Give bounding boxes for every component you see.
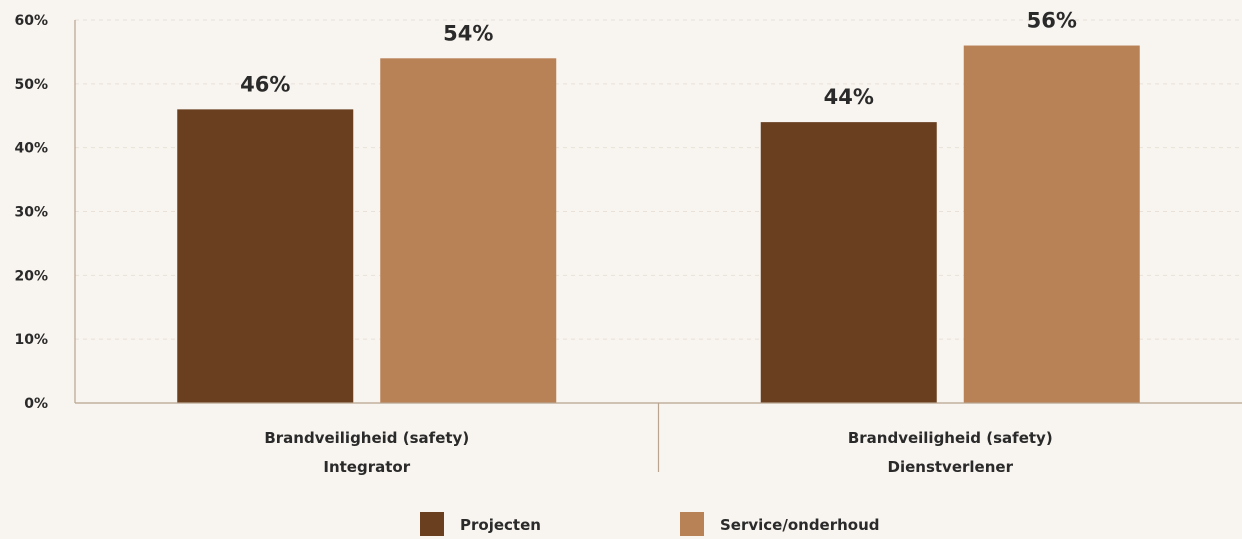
bar — [380, 58, 557, 404]
y-tick-label: 20% — [14, 268, 48, 284]
data-label: 56% — [1027, 9, 1077, 33]
x-tick-label: Brandveiligheid (safety) — [848, 429, 1053, 447]
bar — [760, 122, 937, 403]
legend[interactable]: Projecten Service/onderhoud — [420, 512, 880, 536]
y-tick-label: 50% — [14, 77, 48, 93]
data-label: 46% — [240, 72, 290, 96]
y-tick-label: 60% — [14, 13, 48, 29]
legend-label[interactable]: Service/onderhoud — [720, 516, 880, 534]
data-labels: 46% 54% 44% 56% — [240, 9, 1077, 110]
y-tick-label: 0% — [24, 396, 48, 412]
bar — [963, 45, 1140, 404]
legend-label[interactable]: Projecten — [460, 516, 541, 534]
category-labels: Brandveiligheid (safety) Integrator Brandv… — [264, 429, 1052, 476]
bars — [177, 45, 1140, 404]
x-tick-label: Integrator — [323, 458, 410, 476]
legend-swatch[interactable] — [420, 512, 444, 536]
legend-swatch[interactable] — [680, 512, 704, 536]
data-label: 54% — [443, 21, 493, 45]
y-axis-ticks: 0% 10% 20% 30% 40% 50% 60% — [14, 13, 48, 412]
y-tick-label: 10% — [14, 332, 48, 348]
y-tick-label: 30% — [14, 205, 48, 221]
y-tick-label: 40% — [14, 141, 48, 157]
axes — [74, 20, 1242, 472]
bar — [177, 109, 354, 403]
data-label: 44% — [824, 85, 874, 109]
x-tick-label: Brandveiligheid (safety) — [264, 429, 469, 447]
x-tick-label: Dienstverlener — [888, 458, 1014, 476]
